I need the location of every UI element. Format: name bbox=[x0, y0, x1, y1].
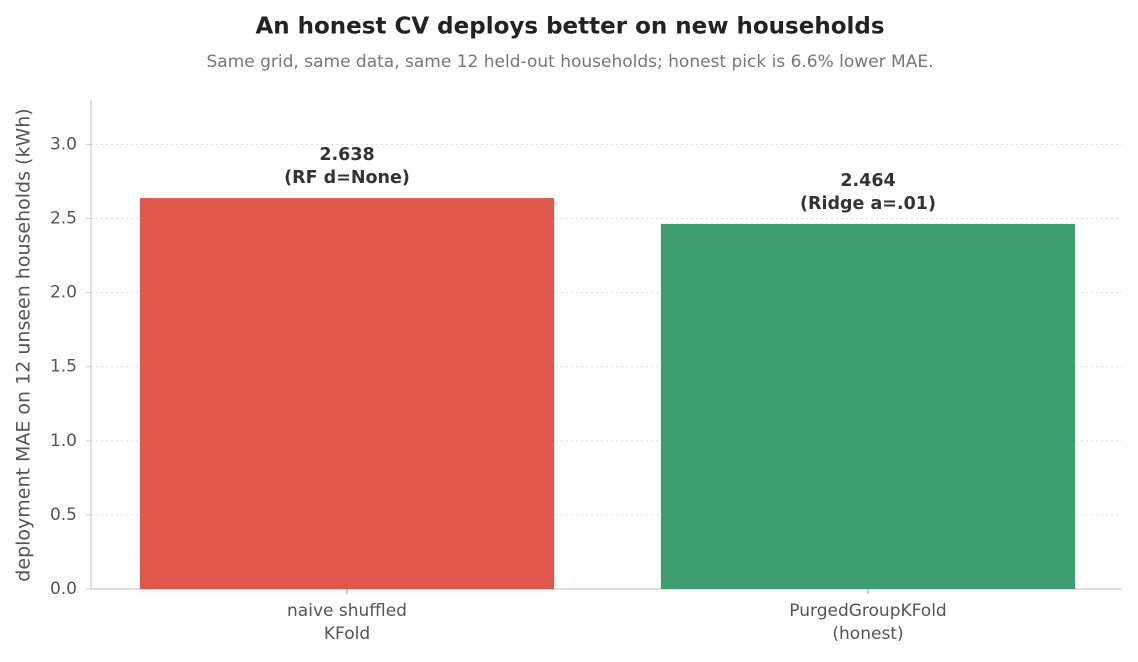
y-tick-label: 1.0 bbox=[50, 431, 77, 451]
y-tick-label: 2.5 bbox=[50, 209, 77, 229]
x-tick-label: PurgedGroupKFold (honest) bbox=[789, 601, 947, 644]
y-axis-label: deployment MAE on 12 unseen households (… bbox=[13, 108, 35, 581]
bar bbox=[139, 198, 555, 589]
chart-title: An honest CV deploys better on new house… bbox=[255, 14, 884, 40]
chart-subtitle: Same grid, same data, same 12 held-out h… bbox=[207, 52, 934, 72]
x-tick-label: naive shuffled KFold bbox=[287, 601, 407, 644]
y-tick-label: 3.0 bbox=[50, 134, 77, 154]
value-label: 2.464 (Ridge a=.01) bbox=[800, 170, 936, 214]
y-tick-label: 1.5 bbox=[50, 357, 77, 377]
value-label: 2.638 (RF d=None) bbox=[284, 145, 410, 189]
y-tick-label: 0.5 bbox=[50, 505, 77, 525]
bar bbox=[660, 223, 1076, 589]
y-tick-label: 0.0 bbox=[50, 579, 77, 599]
y-tick-label: 2.0 bbox=[50, 283, 77, 303]
